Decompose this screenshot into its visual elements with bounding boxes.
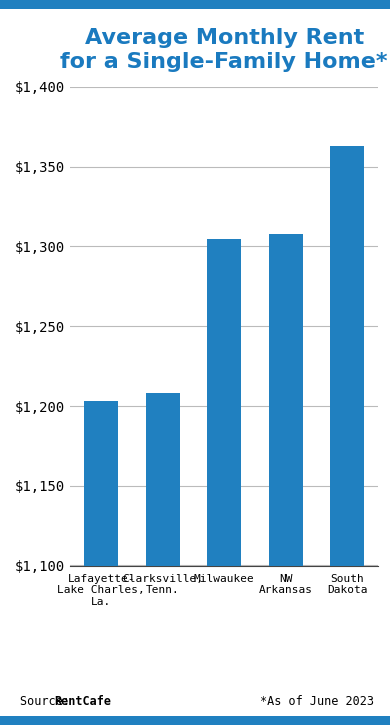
Bar: [330, 146, 364, 725]
Title: Average Monthly Rent
for a Single-Family Home*: Average Monthly Rent for a Single-Family…: [60, 28, 388, 72]
Bar: [207, 239, 241, 725]
Text: *As of June 2023: *As of June 2023: [261, 695, 374, 708]
Text: RentCafe: RentCafe: [55, 695, 112, 708]
Bar: [269, 233, 303, 725]
Bar: [84, 401, 118, 725]
Text: Source:: Source:: [20, 695, 76, 708]
Bar: [146, 393, 180, 725]
